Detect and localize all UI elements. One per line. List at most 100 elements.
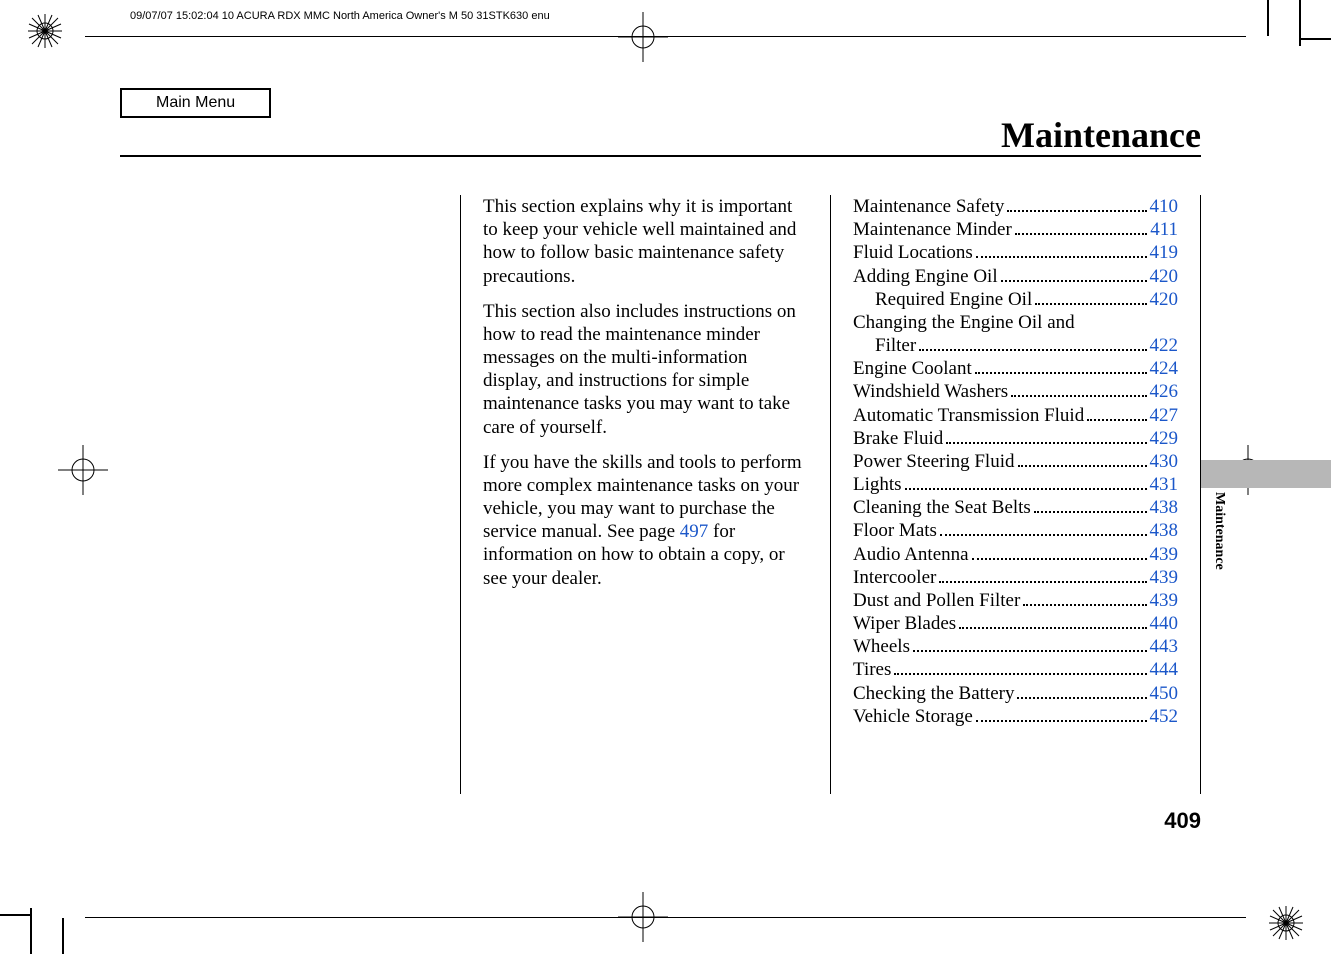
print-boundary-bottom [85,917,1246,918]
toc-page-link[interactable]: 440 [1150,612,1179,635]
toc-page-link[interactable]: 443 [1150,635,1179,658]
toc-leader-dots [976,720,1147,722]
toc-page-link[interactable]: 431 [1150,473,1179,496]
service-manual-page-link[interactable]: 497 [680,521,709,542]
toc-label: Filter [853,334,916,357]
toc-entry[interactable]: Automatic Transmission Fluid 427 [853,404,1178,427]
toc-leader-dots [1015,233,1147,235]
page-number: 409 [1164,808,1201,834]
toc-leader-dots [976,256,1147,258]
toc-entry[interactable]: Intercooler 439 [853,566,1178,589]
toc-label: Adding Engine Oil [853,265,998,288]
toc-column: Maintenance Safety 410Maintenance Minder4… [831,195,1201,794]
toc-entry[interactable]: Maintenance Safety 410 [853,195,1178,218]
registration-starburst-tl [28,14,62,48]
toc-label: Dust and Pollen Filter [853,589,1020,612]
toc-label: Vehicle Storage [853,705,973,728]
content-area: This section explains why it is importan… [460,195,1201,794]
toc-label: Cleaning the Seat Belts [853,496,1031,519]
toc-entry[interactable]: Maintenance Minder411 [853,218,1178,241]
toc-entry[interactable]: Lights431 [853,473,1178,496]
toc-label: Wheels [853,635,910,658]
toc-entry[interactable]: Checking the Battery 450 [853,682,1178,705]
toc-entry[interactable]: Adding Engine Oil 420 [853,265,1178,288]
print-header-metadata: 09/07/07 15:02:04 10 ACURA RDX MMC North… [130,10,550,22]
toc-page-link[interactable]: 430 [1150,450,1179,473]
toc-page-link[interactable]: 419 [1150,241,1179,264]
crop-mark [1267,0,1269,36]
toc-label: Checking the Battery [853,682,1014,705]
toc-leader-dots [972,558,1147,560]
toc-page-link[interactable]: 424 [1150,357,1179,380]
toc-page-link[interactable]: 450 [1150,682,1179,705]
toc-entry[interactable]: Power Steering Fluid 430 [853,450,1178,473]
intro-paragraph-1: This section explains why it is importan… [483,195,808,288]
toc-entry[interactable]: Cleaning the Seat Belts 438 [853,496,1178,519]
print-boundary-top [85,36,1246,37]
toc-leader-dots [905,488,1147,490]
toc-page-link[interactable]: 427 [1150,404,1179,427]
toc-leader-dots [1087,419,1146,421]
toc-entry[interactable]: Floor Mats438 [853,519,1178,542]
toc-page-link[interactable]: 420 [1150,265,1179,288]
toc-leader-dots [946,442,1146,444]
toc-page-link[interactable]: 439 [1150,589,1179,612]
toc-page-link[interactable]: 439 [1150,543,1179,566]
toc-page-link[interactable]: 422 [1150,334,1179,357]
toc-label: Automatic Transmission Fluid [853,404,1084,427]
toc-leader-dots [939,581,1146,583]
toc-leader-dots [1023,604,1146,606]
title-underline [120,155,1201,157]
toc-page-link[interactable]: 444 [1150,658,1179,681]
toc-leader-dots [959,627,1146,629]
toc-label: Changing the Engine Oil and [853,311,1075,334]
toc-leader-dots [1001,280,1147,282]
toc-label: Tires [853,658,891,681]
toc-page-link[interactable]: 452 [1150,705,1179,728]
main-menu-button[interactable]: Main Menu [120,88,271,118]
toc-label: Maintenance Safety [853,195,1004,218]
toc-leader-dots [1011,395,1146,397]
toc-page-link[interactable]: 426 [1150,380,1179,403]
toc-label: Intercooler [853,566,936,589]
toc-leader-dots [894,673,1146,675]
para3-text-a: If you have the skills and tools to perf… [483,452,802,543]
toc-entry[interactable]: Dust and Pollen Filter 439 [853,589,1178,612]
toc-leader-dots [1007,210,1146,212]
toc-page-link[interactable]: 438 [1150,496,1179,519]
toc-entry[interactable]: Vehicle Storage 452 [853,705,1178,728]
toc-label: Power Steering Fluid [853,450,1015,473]
toc-entry[interactable]: Engine Coolant 424 [853,357,1178,380]
toc-entry[interactable]: Audio Antenna439 [853,543,1178,566]
toc-page-link[interactable]: 420 [1150,288,1179,311]
toc-label: Fluid Locations [853,241,973,264]
registration-starburst-br [1269,906,1303,940]
toc-label: Engine Coolant [853,357,972,380]
toc-entry[interactable]: Windshield Washers426 [853,380,1178,403]
toc-entry[interactable]: Brake Fluid 429 [853,427,1178,450]
registration-crosshair-left [58,445,108,495]
toc-page-link[interactable]: 411 [1150,218,1178,241]
toc-leader-dots [1017,697,1146,699]
toc-page-link[interactable]: 410 [1150,195,1179,218]
toc-leader-dots [913,650,1147,652]
toc-entry[interactable]: Wiper Blades 440 [853,612,1178,635]
intro-paragraph-2: This section also includes instructions … [483,300,808,439]
toc-leader-dots [919,349,1146,351]
intro-paragraph-3: If you have the skills and tools to perf… [483,451,808,590]
crop-mark [0,914,32,916]
toc-entry[interactable]: Filter 422 [853,334,1178,357]
toc-entry[interactable]: Required Engine Oil420 [853,288,1178,311]
toc-entry[interactable]: Tires 444 [853,658,1178,681]
toc-leader-dots [975,372,1147,374]
toc-label: Wiper Blades [853,612,956,635]
toc-leader-dots [1018,465,1147,467]
toc-entry[interactable]: Wheels 443 [853,635,1178,658]
toc-page-link[interactable]: 429 [1150,427,1179,450]
section-title: Maintenance [1001,114,1201,156]
toc-label: Brake Fluid [853,427,943,450]
toc-page-link[interactable]: 439 [1150,566,1179,589]
toc-entry[interactable]: Changing the Engine Oil and [853,311,1178,334]
toc-entry[interactable]: Fluid Locations 419 [853,241,1178,264]
toc-page-link[interactable]: 438 [1150,519,1179,542]
